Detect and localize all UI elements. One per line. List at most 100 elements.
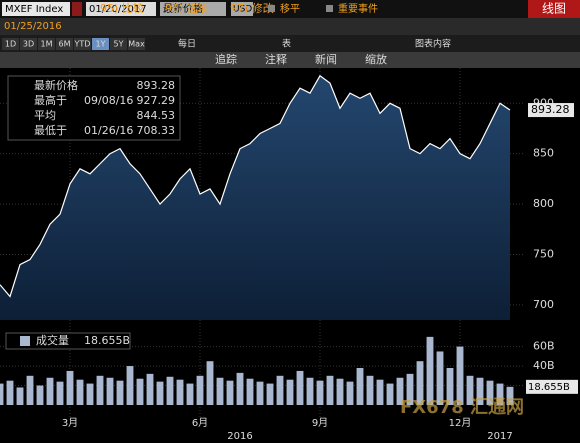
y-tick-label: 40B [533,359,555,372]
volume-bar [356,368,364,405]
stat-value: 893.28 [137,79,176,92]
volume-bar [306,377,314,405]
y-tick-label: 700 [533,298,554,311]
range[interactable]: 1D [5,40,16,49]
option[interactable]: 移平 [280,2,300,15]
range-btn[interactable] [2,38,19,50]
option[interactable]: 重要事件 [338,2,378,15]
volume-bar [296,370,304,405]
y-tick-label: 850 [533,147,554,160]
table[interactable]: 表 [282,38,291,50]
range[interactable]: Max [128,40,145,49]
volume-bar [416,361,424,405]
field-box[interactable] [160,2,226,16]
volume-bar [156,381,164,405]
stat-value: 927.29 [137,94,176,107]
last-value: 893.28 [531,103,570,116]
volume-bar [396,377,404,405]
checkbox[interactable] [268,5,275,12]
tool[interactable]: 缩放 [365,52,387,66]
range-btn[interactable] [74,38,91,50]
volume-bar [106,377,114,405]
volume-bar [46,377,54,405]
ticker-box[interactable] [2,2,70,16]
range[interactable]: 6M [59,40,71,49]
volume-bar [116,380,124,405]
volume-bar [486,380,494,405]
stat-value: 844.53 [137,109,176,122]
volume-bar [336,378,344,405]
volume-bar [96,375,104,405]
range[interactable]: 1Y [96,40,106,49]
volume-bar [176,379,184,405]
volume-bar [186,383,194,405]
volume-bar [136,378,144,405]
view[interactable]: 线图 [542,2,566,16]
range[interactable]: YTD [74,40,91,49]
volume-bar [406,373,414,405]
date-box[interactable] [86,2,156,16]
stat-name: 平均 [34,109,56,122]
volume-bar [16,387,24,405]
volume-bar [386,383,394,405]
range[interactable]: 1M [41,40,53,49]
volume-bar [456,346,464,405]
volume-bar [6,380,14,405]
area [0,75,510,320]
menu-item[interactable]: 95) 比较 [100,1,144,15]
watermark: FX678 汇通网 [400,397,524,418]
x-tick-label: 3月 [62,417,78,429]
cur-box[interactable] [231,2,253,16]
end-date[interactable]: 01/20/2017 [89,4,147,15]
content[interactable]: 图表内容 [415,38,451,50]
range-btn[interactable] [92,38,109,50]
menu-item[interactable]: 97) 修改 [230,1,274,15]
stat-date: 09/08/16 [84,94,133,107]
volume-bar [36,385,44,405]
volume-bar [496,383,504,405]
legend-value: 18.655B [84,334,130,347]
volume-bar [126,366,134,405]
volume-bar [66,370,74,405]
range-btn[interactable] [20,38,37,50]
menu-item[interactable]: 96) 选项 [165,2,209,15]
last-volume: 18.655B [528,382,570,393]
start-date[interactable]: 01/25/2016 [4,21,62,32]
currency[interactable]: USD [233,5,252,15]
stat-value: 708.33 [137,124,176,137]
volume-bar [0,383,4,405]
range-btn[interactable] [56,38,73,50]
range[interactable]: 5Y [114,40,124,49]
last-box [526,379,578,394]
y-tick-label: 800 [533,197,554,210]
box [72,2,82,16]
tool[interactable]: 追踪 [215,52,237,66]
year-label: 2016 [227,431,252,442]
stat-date: 01/26/16 [84,124,133,137]
view-box[interactable] [528,0,580,18]
range-btn[interactable] [38,38,55,50]
range[interactable]: 3D [23,40,34,49]
line [0,74,511,298]
volume-bar [56,381,64,405]
tool[interactable]: 注释 [265,52,287,66]
volume-bar [166,376,174,405]
volume-bar [266,383,274,405]
field[interactable]: 最新价格 [163,2,203,15]
volume-bar [86,383,94,405]
x-tick-label: 12月 [449,417,472,429]
y-tick-label: 60B [533,340,555,353]
legend-box [5,332,131,350]
range-btn[interactable] [110,38,127,50]
volume-bar [366,375,374,405]
range-btn[interactable] [128,38,145,50]
y-tick-label: 750 [533,247,554,260]
checkbox[interactable] [326,5,333,12]
year-label: 2017 [487,431,512,442]
volume-bar [226,380,234,405]
volume-bar [506,386,514,405]
tool[interactable]: 新闻 [315,52,337,66]
volume-bar [246,378,254,405]
period[interactable]: 每日 [178,38,196,50]
ticker[interactable]: MXEF Index [5,4,63,15]
